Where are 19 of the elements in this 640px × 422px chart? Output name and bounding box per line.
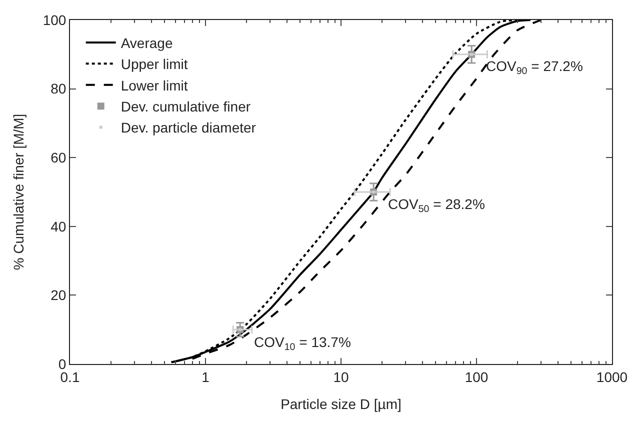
legend-label: Lower limit — [120, 77, 188, 94]
legend-label: Dev. particle diameter — [120, 120, 256, 136]
y-tick-label: 20 — [50, 287, 66, 304]
legend-label: Average — [120, 34, 173, 51]
y-tick-label: 40 — [50, 218, 66, 234]
x-tick-label: 1000 — [596, 368, 628, 385]
legend-label: Dev. cumulative finer — [120, 98, 251, 115]
legend-label: Upper limit — [120, 56, 188, 72]
y-tick-label: 100 — [42, 12, 66, 28]
annotation: COV$_{90}$ = 27.2% — [486, 58, 583, 77]
annotation: COV$_{10}$ = 13.7% — [254, 334, 351, 353]
x-axis-title: Particle size D [µm] — [280, 396, 402, 412]
y-tick-label: 60 — [50, 150, 66, 166]
y-tick-label: 80 — [50, 80, 66, 97]
annotation: COV$_{50}$ = 28.2% — [388, 196, 485, 215]
y-axis-title: % Cumulative finer [M/M] — [10, 114, 26, 270]
x-tick-label: 100 — [464, 368, 488, 385]
x-tick-label: 1 — [202, 368, 210, 385]
x-tick-label: 10 — [333, 368, 349, 385]
